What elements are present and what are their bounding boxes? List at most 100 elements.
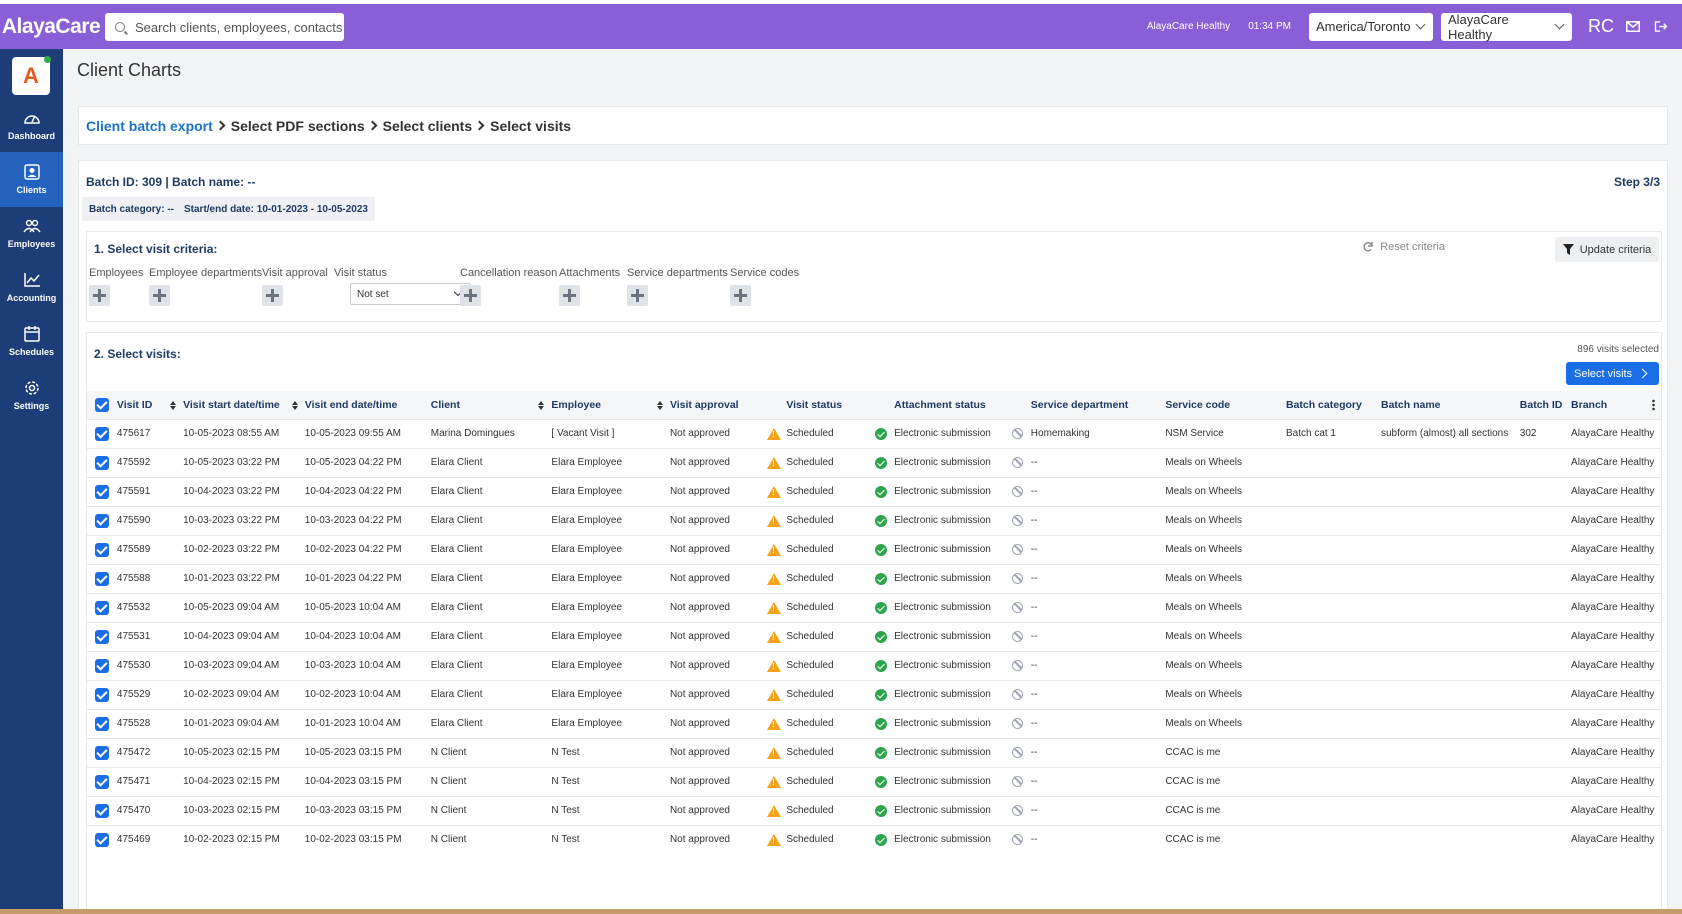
- visit-status-select[interactable]: Not set: [350, 283, 471, 305]
- sort-icon[interactable]: [291, 401, 298, 410]
- cell-branch-cell: AlayaCare Healthy: [1571, 766, 1661, 796]
- add-employee-departments-button[interactable]: [149, 285, 170, 306]
- cell-visit-status-cell: Scheduled: [786, 476, 875, 506]
- cell-employee-cell: N Test: [551, 824, 670, 854]
- row-checkbox[interactable]: [95, 803, 109, 818]
- timezone-select[interactable]: America/Toronto: [1309, 12, 1433, 41]
- cell-visit-approval: Not approved: [669, 573, 730, 584]
- table-row[interactable]: 475528 10-01-2023 09:04 AM 10-01-2023 10:0…: [87, 708, 1661, 738]
- sort-icon[interactable]: [656, 401, 663, 410]
- cell-batch-name-cell: [1380, 476, 1520, 506]
- row-checkbox[interactable]: [95, 542, 109, 557]
- cell-attachment-status: Electronic submission: [894, 805, 991, 816]
- cell-branch-cell: AlayaCare Healthy: [1571, 476, 1661, 506]
- cell-branch: AlayaCare Healthy: [1571, 544, 1655, 555]
- table-row[interactable]: 475590 10-03-2023 03:22 PM 10-03-2023 04:2…: [87, 505, 1661, 535]
- table-row[interactable]: 475530 10-03-2023 09:04 AM 10-03-2023 10:0…: [87, 650, 1661, 680]
- sidebar-item-accounting[interactable]: Accounting: [0, 260, 63, 315]
- cell-client-cell: Elara Client: [430, 563, 552, 593]
- cell-visit-end-cell: 10-05-2023 04:22 PM: [304, 447, 431, 477]
- table-row[interactable]: 475588 10-01-2023 03:22 PM 10-01-2023 04:2…: [87, 563, 1661, 593]
- row-checkbox[interactable]: [95, 571, 109, 586]
- sort-icon[interactable]: [170, 401, 177, 410]
- table-row[interactable]: 475531 10-04-2023 09:04 AM 10-04-2023 10:0…: [87, 621, 1661, 651]
- table-row[interactable]: 475592 10-05-2023 03:22 PM 10-05-2023 04:2…: [87, 447, 1661, 477]
- col-label: Branch: [1571, 398, 1608, 411]
- row-checkbox[interactable]: [95, 484, 109, 499]
- breadcrumb-client-batch-export[interactable]: Client batch export: [86, 117, 213, 134]
- row-checkbox[interactable]: [95, 455, 109, 470]
- row-checkbox[interactable]: [95, 513, 109, 528]
- global-search[interactable]: Search clients, employees, contacts: [105, 13, 344, 41]
- cell-visit-approval-cell: Not approved: [669, 766, 768, 796]
- cell-client-cell: N Client: [430, 824, 552, 854]
- criteria-cancellation-reason-label: Cancellation reason: [460, 267, 558, 279]
- sidebar-item-employees[interactable]: Employees: [0, 206, 63, 261]
- col-visit-id[interactable]: Visit ID: [116, 391, 184, 419]
- sidebar-item-clients[interactable]: Clients: [0, 152, 63, 207]
- cell-visit-start: 10-05-2023 02:15 PM: [183, 747, 280, 758]
- app-logo-icon[interactable]: A: [12, 56, 51, 95]
- warning-icon: [767, 630, 782, 643]
- cell-client-cell: Elara Client: [430, 505, 552, 535]
- row-checkbox[interactable]: [95, 687, 109, 702]
- add-attachments-button[interactable]: [559, 285, 580, 306]
- add-employees-button[interactable]: [89, 285, 110, 306]
- sidebar-item-settings[interactable]: Settings: [0, 368, 63, 423]
- update-criteria-button[interactable]: Update criteria: [1555, 237, 1659, 262]
- logout-icon[interactable]: [1654, 21, 1668, 32]
- add-cancellation-reason-button[interactable]: [460, 285, 481, 306]
- table-row[interactable]: 475472 10-05-2023 02:15 PM 10-05-2023 03:1…: [87, 737, 1661, 767]
- sort-icon[interactable]: [538, 401, 545, 410]
- blocked-icon: [1011, 456, 1023, 468]
- cell-batch-id-cell: [1519, 650, 1572, 680]
- col-employee[interactable]: Employee: [551, 391, 670, 419]
- sidebar-item-dashboard[interactable]: Dashboard: [0, 98, 63, 153]
- table-row[interactable]: 475529 10-02-2023 09:04 AM 10-02-2023 10:0…: [87, 679, 1661, 709]
- col-attachment-status: Attachment status: [894, 391, 1012, 419]
- row-checkbox[interactable]: [95, 774, 109, 789]
- check-circle-icon: [874, 456, 887, 469]
- table-row[interactable]: 475591 10-04-2023 03:22 PM 10-04-2023 04:2…: [87, 476, 1661, 506]
- cell-batch-category-cell: [1285, 795, 1381, 825]
- row-checkbox[interactable]: [95, 658, 109, 673]
- table-row[interactable]: 475589 10-02-2023 03:22 PM 10-02-2023 04:2…: [87, 534, 1661, 564]
- row-checkbox[interactable]: [95, 600, 109, 615]
- cell-client: N Client: [430, 776, 467, 787]
- cell-attachment-status-cell: Electronic submission: [894, 592, 1012, 622]
- search-placeholder[interactable]: Search clients, employees, contacts: [135, 19, 343, 35]
- filter-icon: [1562, 244, 1574, 255]
- alayacare-logo[interactable]: AlayaCare: [1, 14, 101, 38]
- mail-icon[interactable]: [1626, 21, 1640, 32]
- gear-icon: [24, 381, 39, 395]
- table-row[interactable]: 475532 10-05-2023 09:04 AM 10-05-2023 10:0…: [87, 592, 1661, 622]
- step-indicator: Step 3/3: [1613, 175, 1660, 189]
- table-row[interactable]: 475469 10-02-2023 02:15 PM 10-02-2023 03:1…: [87, 824, 1661, 854]
- row-checkbox[interactable]: [95, 832, 109, 847]
- row-checkbox[interactable]: [95, 716, 109, 731]
- table-row[interactable]: 475470 10-03-2023 02:15 PM 10-03-2023 03:1…: [87, 795, 1661, 825]
- row-checkbox[interactable]: [95, 629, 109, 644]
- cell-client-cell: N Client: [430, 795, 552, 825]
- col-visit-start[interactable]: Visit start date/time: [183, 391, 305, 419]
- cell-client-cell: Elara Client: [430, 447, 552, 477]
- add-visit-approval-button[interactable]: [262, 285, 283, 306]
- select-visits-button[interactable]: Select visits: [1566, 362, 1659, 385]
- select-all-checkbox[interactable]: [95, 397, 109, 412]
- col-client[interactable]: Client: [430, 391, 552, 419]
- organization-select[interactable]: AlayaCare Healthy: [1441, 12, 1572, 42]
- sidebar-item-schedules[interactable]: Schedules: [0, 314, 63, 369]
- cell-service-code-cell: Meals on Wheels: [1165, 592, 1286, 622]
- column-menu-icon[interactable]: [1652, 399, 1655, 411]
- add-service-codes-button[interactable]: [730, 285, 751, 306]
- cell-batch-category: Batch cat 1: [1285, 428, 1336, 439]
- row-checkbox[interactable]: [95, 426, 109, 441]
- calendar-icon: [23, 326, 40, 342]
- cell-service-department-cell: --: [1030, 766, 1166, 796]
- add-service-departments-button[interactable]: [627, 285, 648, 306]
- row-checkbox[interactable]: [95, 745, 109, 760]
- user-initials[interactable]: RC: [1588, 16, 1614, 36]
- table-row[interactable]: 475617 10-05-2023 08:55 AM 10-05-2023 09:5…: [87, 418, 1661, 448]
- reset-criteria-button[interactable]: Reset criteria: [1362, 241, 1445, 253]
- table-row[interactable]: 475471 10-04-2023 02:15 PM 10-04-2023 03:1…: [87, 766, 1661, 796]
